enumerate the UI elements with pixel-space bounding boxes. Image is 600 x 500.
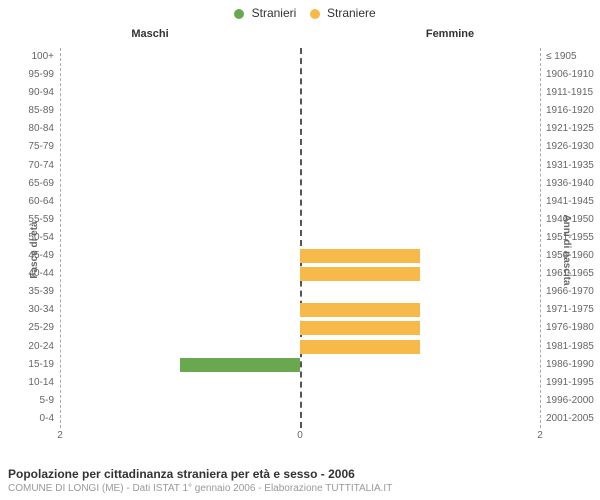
bar-female	[300, 267, 420, 281]
legend: Stranieri Straniere	[0, 0, 600, 28]
age-label: 70-74	[0, 157, 54, 175]
birth-year-label: 2001-2005	[546, 410, 600, 428]
birth-year-label: 1916-1920	[546, 102, 600, 120]
chart-container: Stranieri Straniere Maschi Femmine Fasce…	[0, 0, 600, 500]
age-row: 25-291976-1980	[60, 319, 540, 337]
bar-female	[300, 321, 420, 335]
birth-year-label: 1961-1965	[546, 265, 600, 283]
age-row: 100+≤ 1905	[60, 48, 540, 66]
age-row: 0-42001-2005	[60, 410, 540, 428]
age-row: 40-441961-1965	[60, 265, 540, 283]
birth-year-label: 1991-1995	[546, 374, 600, 392]
age-row: 65-691936-1940	[60, 175, 540, 193]
age-row: 80-841921-1925	[60, 120, 540, 138]
age-label: 50-54	[0, 229, 54, 247]
birth-year-label: 1946-1950	[546, 211, 600, 229]
age-row: 70-741931-1935	[60, 157, 540, 175]
bar-female	[300, 249, 420, 263]
bar-female	[300, 340, 420, 354]
age-label: 80-84	[0, 120, 54, 138]
age-row: 45-491956-1960	[60, 247, 540, 265]
age-row: 10-141991-1995	[60, 374, 540, 392]
legend-label-male: Stranieri	[252, 6, 297, 20]
age-row: 35-391966-1970	[60, 283, 540, 301]
age-label: 95-99	[0, 66, 54, 84]
age-label: 15-19	[0, 356, 54, 374]
age-label: 55-59	[0, 211, 54, 229]
column-title-male: Maschi	[0, 28, 300, 40]
bar-male	[180, 358, 300, 372]
age-label: 0-4	[0, 410, 54, 428]
birth-year-label: 1971-1975	[546, 301, 600, 319]
legend-swatch-male	[234, 9, 244, 19]
x-tick-label: 2	[537, 430, 543, 441]
birth-year-label: 1966-1970	[546, 283, 600, 301]
age-row: 85-891916-1920	[60, 102, 540, 120]
age-row: 55-591946-1950	[60, 211, 540, 229]
age-label: 60-64	[0, 193, 54, 211]
age-label: 25-29	[0, 319, 54, 337]
birth-year-label: 1956-1960	[546, 247, 600, 265]
age-row: 60-641941-1945	[60, 193, 540, 211]
column-title-female: Femmine	[300, 28, 600, 40]
age-label: 100+	[0, 48, 54, 66]
age-label: 5-9	[0, 392, 54, 410]
age-label: 20-24	[0, 338, 54, 356]
birth-year-label: 1931-1935	[546, 157, 600, 175]
chart-title: Popolazione per cittadinanza straniera p…	[8, 467, 592, 481]
age-label: 85-89	[0, 102, 54, 120]
grid-line	[540, 48, 541, 428]
age-row: 95-991906-1910	[60, 66, 540, 84]
birth-year-label: 1921-1925	[546, 120, 600, 138]
birth-year-label: 1996-2000	[546, 392, 600, 410]
age-row: 20-241981-1985	[60, 338, 540, 356]
age-label: 30-34	[0, 301, 54, 319]
age-row: 50-541951-1955	[60, 229, 540, 247]
birth-year-label: 1926-1930	[546, 138, 600, 156]
age-label: 75-79	[0, 138, 54, 156]
legend-label-female: Straniere	[327, 6, 376, 20]
plot-area: 100+≤ 190595-991906-191090-941911-191585…	[60, 48, 540, 428]
age-row: 15-191986-1990	[60, 356, 540, 374]
age-label: 65-69	[0, 175, 54, 193]
age-label: 35-39	[0, 283, 54, 301]
column-titles: Maschi Femmine	[0, 28, 600, 46]
birth-year-label: 1951-1955	[546, 229, 600, 247]
age-label: 10-14	[0, 374, 54, 392]
age-row: 75-791926-1930	[60, 138, 540, 156]
age-label: 40-44	[0, 265, 54, 283]
birth-year-label: ≤ 1905	[546, 48, 600, 66]
birth-year-label: 1911-1915	[546, 84, 600, 102]
birth-year-label: 1941-1945	[546, 193, 600, 211]
bar-female	[300, 303, 420, 317]
x-tick-label: 2	[57, 430, 63, 441]
birth-year-label: 1906-1910	[546, 66, 600, 84]
chart-footer: Popolazione per cittadinanza straniera p…	[8, 467, 592, 494]
age-label: 90-94	[0, 84, 54, 102]
birth-year-label: 1936-1940	[546, 175, 600, 193]
x-tick-label: 0	[297, 430, 303, 441]
age-row: 30-341971-1975	[60, 301, 540, 319]
legend-swatch-female	[310, 9, 320, 19]
birth-year-label: 1986-1990	[546, 356, 600, 374]
birth-year-label: 1976-1980	[546, 319, 600, 337]
birth-year-label: 1981-1985	[546, 338, 600, 356]
chart-subtitle: COMUNE DI LONGI (ME) - Dati ISTAT 1° gen…	[8, 483, 592, 494]
age-row: 90-941911-1915	[60, 84, 540, 102]
age-label: 45-49	[0, 247, 54, 265]
age-row: 5-91996-2000	[60, 392, 540, 410]
